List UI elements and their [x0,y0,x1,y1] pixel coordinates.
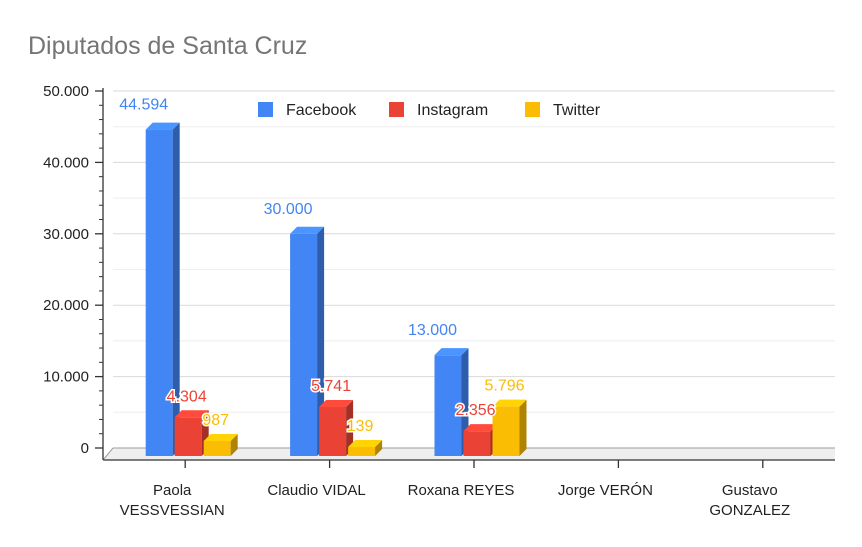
y-tick-label: 10.000 [43,369,89,386]
bar-facebook [145,122,180,456]
y-tick-label: 50.000 [43,83,89,100]
category-label: Roxana REYES [408,482,515,499]
bar-top [463,424,498,432]
data-label-facebook: 13.000 [408,322,457,339]
legend-label: Facebook [286,102,357,119]
legend-swatch [525,102,540,117]
legend-swatch [258,102,273,117]
x-axis: Paola VESSVESSIAN Claudio VIDAL Roxana REYE… [120,460,790,519]
y-axis: 0 10.000 20.000 30.000 40.000 50.000 [43,83,104,460]
legend-item-facebook: Facebook [258,102,357,119]
data-label-instagram: 4.304 [167,388,207,405]
data-label-facebook: 30.000 [264,201,313,218]
bar-front [434,355,462,456]
bar-front [290,233,318,456]
data-label-twitter: 5.796 [484,378,524,395]
bar-facebook [290,226,325,456]
bar-top [492,399,527,407]
bar-twitter [492,399,527,456]
bar-top [348,440,383,448]
bar-facebook [434,348,469,456]
y-tick-label: 20.000 [43,297,89,314]
bar-instagram [319,400,354,456]
bar-side [346,400,354,456]
bar-side [375,440,383,456]
y-tick-label: 30.000 [43,226,89,243]
category-label: Jorge VERÓN [558,482,653,499]
bar-front [319,407,347,456]
bar-instagram [463,424,498,456]
bar-twitter [348,440,383,456]
legend-swatch [389,102,404,117]
bar-top [145,122,180,130]
bar-top [174,410,209,418]
bar-side [230,433,238,456]
data-label-twitter: 139 [347,418,374,435]
bar-top [203,433,238,441]
category-label: Paola [153,482,192,499]
data-label-instagram: 5.741 [311,378,351,395]
bar-front [145,129,173,456]
bar-front [348,447,376,456]
bar-front [174,417,202,456]
bar-front [492,406,520,456]
data-label-twitter: 987 [202,412,229,429]
y-tick-label: 0 [81,440,89,457]
category-label: Gustavo [722,482,778,499]
bar-instagram [174,410,209,456]
data-label-instagram: 2.356 [455,402,495,419]
bar-side [519,399,527,456]
category-label: Claudio VIDAL [267,482,365,499]
bar-front [463,431,491,456]
legend-item-instagram: Instagram [389,102,488,119]
legend-label: Twitter [553,102,601,119]
bar-top [434,348,469,356]
bar-side [172,122,180,456]
data-labels: 44.594 4.304 987 30.000 5.741 139 13.000 2.356 5… [118,95,526,436]
legend-label: Instagram [417,102,488,119]
floor-edge [102,447,114,461]
gridlines [113,90,835,413]
bars [145,122,527,456]
bar-front [203,440,231,456]
bar-side [317,226,325,456]
chart-title: Diputados de Santa Cruz [28,32,307,60]
category-label: VESSVESSIAN [120,502,225,519]
bar-twitter [203,433,238,456]
category-label: GONZALEZ [709,502,790,519]
legend-item-twitter: Twitter [525,102,601,119]
data-label-facebook: 44.594 [119,97,168,114]
legend: Facebook Instagram Twitter [258,102,601,119]
bar-top [290,226,325,234]
y-tick-label: 40.000 [43,154,89,171]
bar-top [319,400,354,408]
